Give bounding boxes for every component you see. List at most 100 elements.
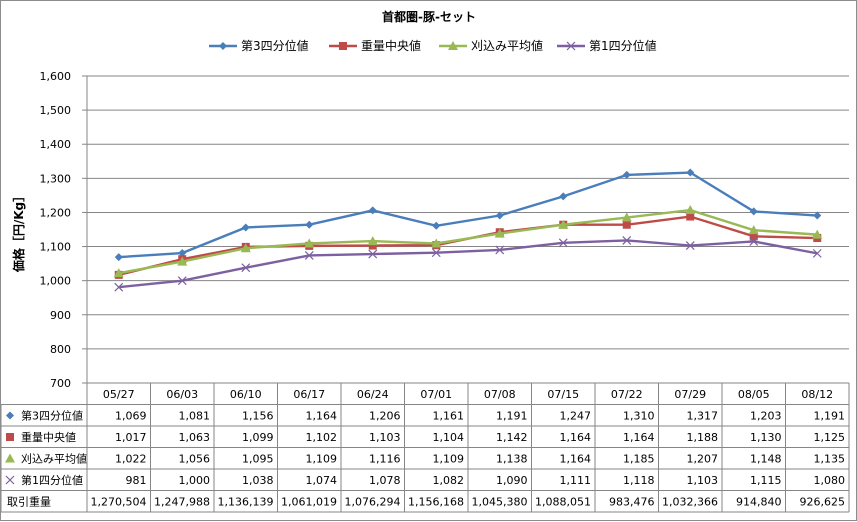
category-label: 06/10 bbox=[230, 388, 262, 401]
legend-marker bbox=[339, 42, 347, 50]
data-point bbox=[749, 232, 758, 241]
legend-marker bbox=[219, 42, 227, 50]
y-tick-label: 1,500 bbox=[40, 104, 72, 117]
data-label: 1,135 bbox=[814, 453, 846, 466]
row-header: 第3四分位値 bbox=[21, 409, 83, 423]
legend-item: 第3四分位値 bbox=[209, 38, 309, 53]
data-point bbox=[495, 245, 505, 255]
data-label: 1,102 bbox=[306, 431, 338, 444]
data-table: 05/27 06/03 06/10 06/17 06/24 07/01 07/08 07/15… bbox=[1, 382, 850, 513]
data-label: 1,191 bbox=[496, 410, 528, 423]
category-label: 07/29 bbox=[674, 388, 706, 401]
data-label: 926,625 bbox=[800, 496, 846, 509]
data-point bbox=[622, 170, 631, 179]
data-label: 1,076,294 bbox=[345, 496, 401, 509]
data-point bbox=[304, 250, 314, 260]
row-legend-key bbox=[5, 475, 15, 485]
chart-title: 首都圏-豚-セット bbox=[382, 9, 476, 24]
y-tick-label: 1,400 bbox=[40, 138, 72, 151]
legend-marker bbox=[448, 41, 458, 50]
data-label: 1,099 bbox=[242, 431, 274, 444]
legend-item: 刈込み平均値 bbox=[439, 38, 543, 53]
y-tick-label: 900 bbox=[50, 309, 71, 322]
y-tick-label: 1,600 bbox=[40, 70, 72, 83]
data-label: 1,156,168 bbox=[408, 496, 464, 509]
legend-marker bbox=[566, 41, 576, 51]
data-point bbox=[113, 268, 124, 278]
data-label: 1,104 bbox=[433, 431, 465, 444]
data-point bbox=[622, 220, 631, 229]
data-point bbox=[622, 235, 632, 245]
data-label: 1,081 bbox=[179, 410, 211, 423]
data-point bbox=[368, 241, 377, 250]
data-point bbox=[558, 238, 568, 248]
y-axis-label: 価格［円/Kg］ bbox=[11, 190, 26, 273]
y-tick-label: 1,200 bbox=[40, 206, 72, 219]
data-label: 1,270,504 bbox=[91, 496, 147, 509]
category-label: 07/22 bbox=[611, 388, 643, 401]
data-label: 1,125 bbox=[814, 431, 846, 444]
data-point bbox=[812, 248, 822, 258]
row-header: 刈込み平均値 bbox=[21, 453, 87, 466]
legend-label: 第1四分位値 bbox=[589, 38, 657, 53]
data-point bbox=[432, 221, 441, 230]
data-point bbox=[368, 206, 377, 215]
data-label: 1,115 bbox=[750, 474, 782, 487]
data-label: 1,082 bbox=[433, 474, 465, 487]
data-label: 1,118 bbox=[623, 474, 655, 487]
data-point bbox=[686, 212, 695, 221]
data-point bbox=[621, 212, 632, 222]
series-4 bbox=[114, 235, 822, 292]
data-label: 1,109 bbox=[433, 453, 465, 466]
data-label: 1,022 bbox=[115, 453, 147, 466]
y-tick-label: 1,300 bbox=[40, 172, 72, 185]
legend-item: 重量中央値 bbox=[329, 38, 421, 53]
series-1 bbox=[114, 168, 822, 262]
data-point bbox=[686, 168, 695, 177]
data-label: 1,103 bbox=[687, 474, 719, 487]
data-label: 1,247,988 bbox=[154, 496, 210, 509]
data-label: 1,130 bbox=[750, 431, 782, 444]
legend-label: 第3四分位値 bbox=[241, 38, 309, 53]
series-line bbox=[118, 171, 818, 259]
data-point bbox=[685, 205, 696, 215]
data-label: 1,310 bbox=[623, 410, 655, 423]
category-label: 07/08 bbox=[484, 388, 516, 401]
data-point bbox=[559, 192, 568, 201]
series-line bbox=[118, 215, 818, 277]
data-label: 1,185 bbox=[623, 453, 655, 466]
row-header: 第1四分位値 bbox=[21, 473, 83, 487]
data-point bbox=[305, 220, 314, 229]
data-point bbox=[813, 211, 822, 220]
series-line bbox=[118, 208, 818, 275]
data-point bbox=[494, 228, 505, 238]
data-point bbox=[240, 243, 251, 253]
data-label: 1,074 bbox=[306, 474, 338, 487]
y-tick-label: 1,000 bbox=[40, 275, 72, 288]
data-label: 1,090 bbox=[496, 474, 528, 487]
data-label: 1,063 bbox=[179, 431, 211, 444]
data-point bbox=[241, 263, 251, 273]
row-header: 重量中央値 bbox=[21, 430, 76, 444]
data-label: 1,164 bbox=[560, 453, 592, 466]
data-label: 1,095 bbox=[242, 453, 274, 466]
data-label: 1,247 bbox=[560, 410, 592, 423]
legend-label: 刈込み平均値 bbox=[471, 38, 543, 53]
row-legend-key bbox=[5, 453, 15, 463]
data-point bbox=[177, 276, 187, 286]
data-point bbox=[177, 256, 188, 266]
data-point bbox=[495, 211, 504, 220]
data-label: 1,109 bbox=[306, 453, 338, 466]
data-label: 914,840 bbox=[736, 496, 782, 509]
data-point bbox=[241, 223, 250, 232]
data-point bbox=[749, 207, 758, 216]
data-label: 1,164 bbox=[560, 431, 592, 444]
data-point bbox=[368, 249, 378, 259]
category-label: 06/03 bbox=[166, 388, 198, 401]
row-legend-key bbox=[6, 433, 14, 441]
data-label: 1,156 bbox=[242, 410, 274, 423]
legend: 第3四分位値 重量中央値 刈込み平均値 第1四分位値 bbox=[209, 38, 657, 53]
category-label: 08/05 bbox=[738, 388, 770, 401]
data-label: 1,078 bbox=[369, 474, 401, 487]
